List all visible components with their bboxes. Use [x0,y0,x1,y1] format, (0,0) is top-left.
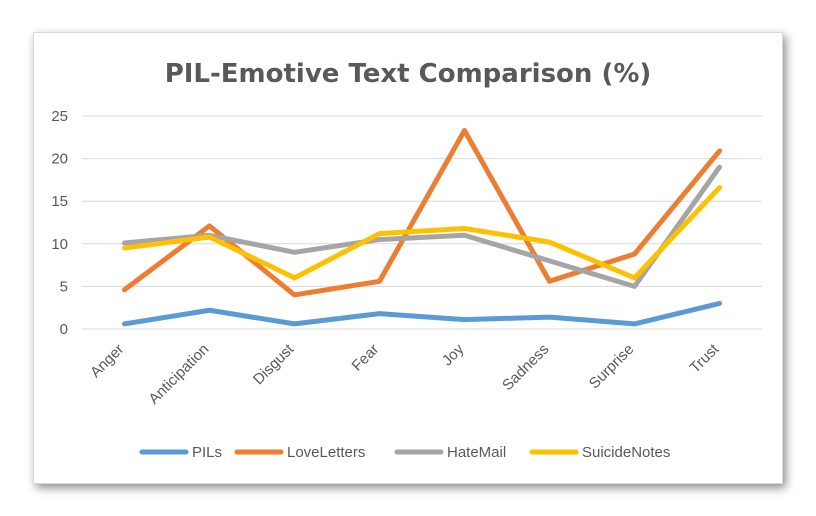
series-line-2 [122,164,722,289]
legend-label: LoveLetters [287,444,365,461]
gridlines [82,115,762,330]
y-tick-label: 10 [51,236,68,253]
series-line-3 [122,185,722,281]
legend-label: HateMail [447,444,506,461]
series-line-1 [122,127,722,298]
y-tick-label: 0 [60,321,68,338]
x-tick-label: Fear [348,341,382,375]
chart-title: PIL-Emotive Text Comparison (%) [165,59,652,89]
x-tick-label: Surprise [586,341,638,393]
x-tick-label: Sadness [499,341,552,394]
x-tick-label: Disgust [250,340,298,388]
x-axis-ticks: Anger Anticipation Disgust Fear Joy Sadness Su… [87,340,723,407]
x-tick-label: Anger [87,341,127,381]
legend-label: PILs [192,444,222,461]
y-tick-label: 5 [60,278,68,295]
y-tick-label: 25 [51,108,68,125]
series-lines [122,127,722,327]
series-line-0 [122,300,722,327]
x-tick-label: Anticipation [145,341,212,408]
y-axis-ticks: 0 5 10 15 20 25 [51,108,68,338]
chart-svg: PIL-Emotive Text Comparison (%) 0 5 10 15 20… [51,59,762,461]
x-tick-label: Trust [687,340,723,376]
legend-label: SuicideNotes [582,444,670,461]
y-tick-label: 20 [51,151,68,168]
y-tick-label: 15 [51,193,68,210]
chart-frame: PIL-Emotive Text Comparison (%) 0 5 10 15 20… [33,32,783,484]
legend: PILs LoveLetters HateMail SuicideNotes [139,444,670,461]
x-tick-label: Joy [439,340,468,369]
